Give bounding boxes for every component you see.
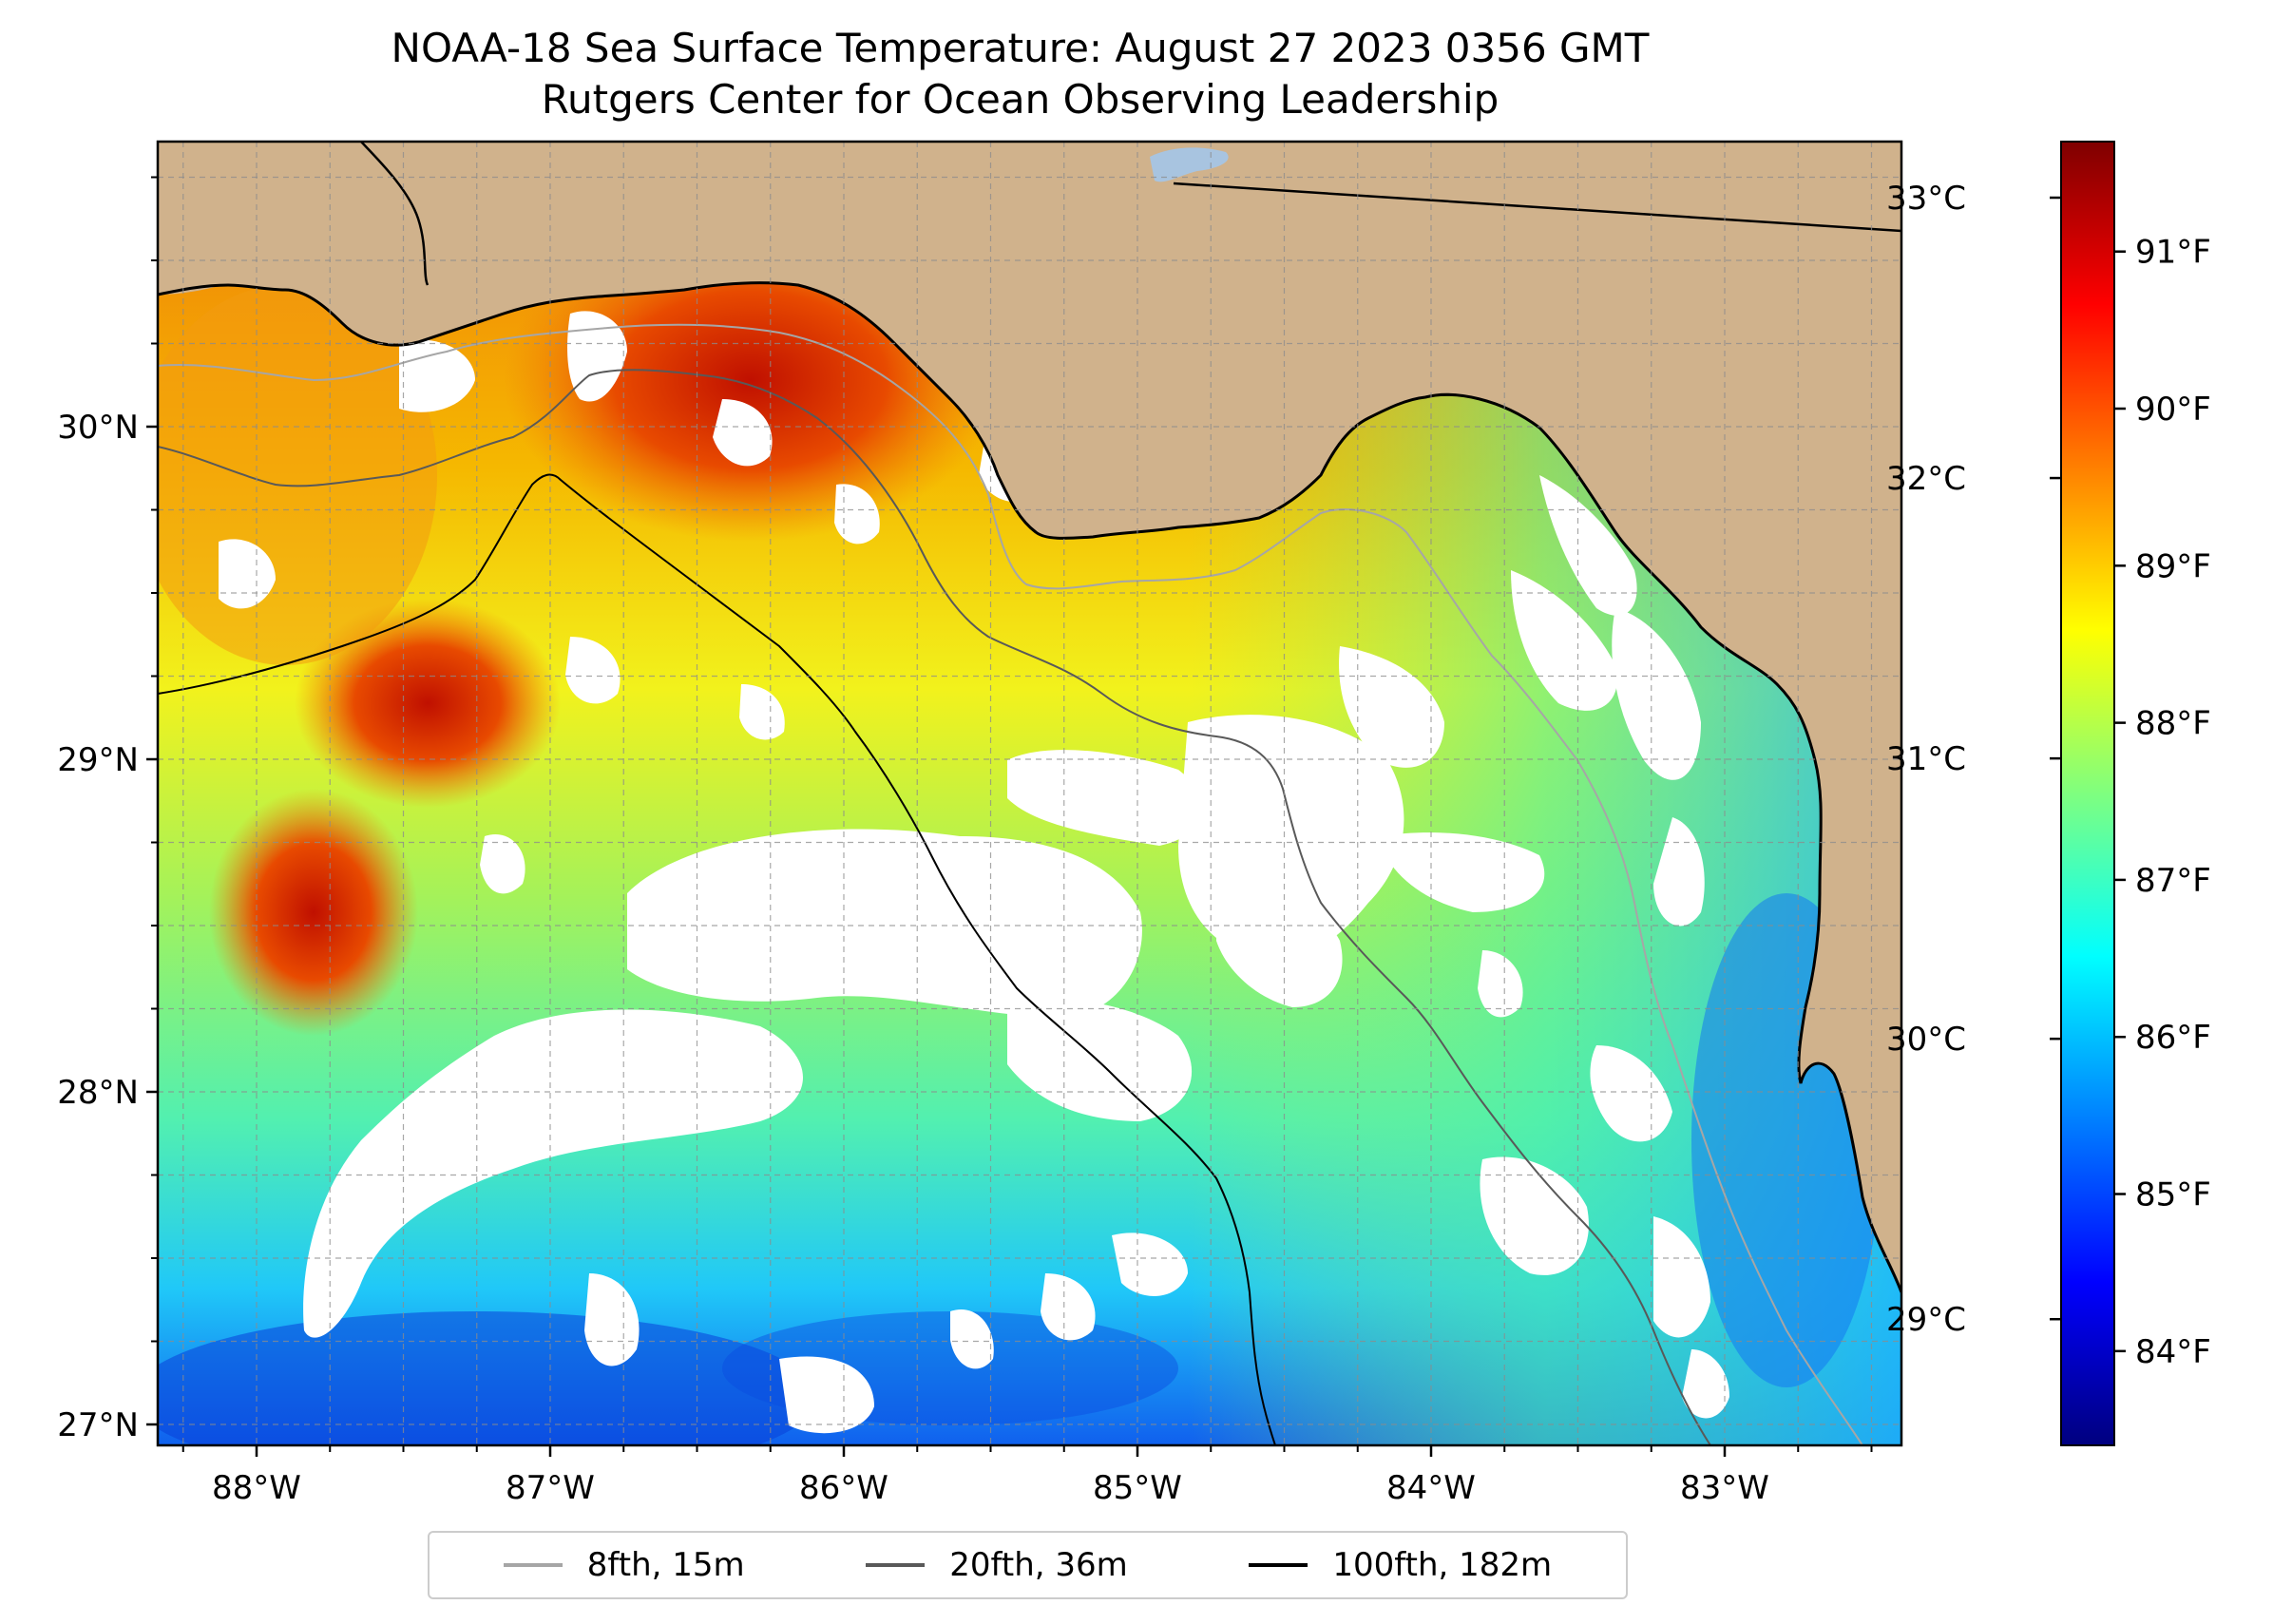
celsius-tick-label: 33°C bbox=[1886, 180, 1966, 218]
fahrenheit-tick-label: 88°F bbox=[2135, 705, 2211, 743]
celsius-tick-label: 32°C bbox=[1886, 460, 1966, 498]
fahrenheit-tick-label: 86°F bbox=[2135, 1019, 2211, 1057]
isobath-20fth bbox=[158, 369, 1711, 1445]
legend-swatch bbox=[1249, 1563, 1308, 1567]
chart-title: NOAA-18 Sea Surface Temperature: August … bbox=[143, 23, 1898, 125]
lat-tick-label: 29°N bbox=[57, 741, 139, 779]
isobath-legend: 8fth, 15m 20fth, 36m 100fth, 182m bbox=[428, 1531, 1628, 1599]
legend-item-8fth: 8fth, 15m bbox=[503, 1546, 745, 1584]
fahrenheit-tick-label: 89°F bbox=[2135, 547, 2211, 585]
map-gridlines bbox=[158, 142, 1901, 1445]
fahrenheit-tick-label: 84°F bbox=[2135, 1333, 2211, 1371]
legend-label: 100fth, 182m bbox=[1332, 1546, 1553, 1584]
legend-item-20fth: 20fth, 36m bbox=[866, 1546, 1128, 1584]
lon-tick-label: 88°W bbox=[212, 1469, 301, 1507]
lon-tick-label: 83°W bbox=[1680, 1469, 1769, 1507]
celsius-tick-label: 31°C bbox=[1886, 740, 1966, 778]
no-data-cloud-mask bbox=[219, 311, 1729, 1434]
map-axis-ticks: 88°W 87°W 86°W 85°W 84°W 83°W 27°N 28°N 29°N 30°N bbox=[57, 176, 1873, 1507]
lat-tick-label: 27°N bbox=[57, 1406, 139, 1444]
legend-item-100fth: 100fth, 182m bbox=[1249, 1546, 1552, 1584]
colorbar: 29°C 30°C 31°C 32°C 33°C 84°F 85°F 86°F 87°F 88°F… bbox=[1886, 141, 2211, 1446]
title-line-2: Rutgers Center for Ocean Observing Leade… bbox=[541, 76, 1499, 123]
legend-swatch bbox=[503, 1563, 563, 1567]
isobath-8fth bbox=[158, 323, 1863, 1445]
fahrenheit-tick-label: 87°F bbox=[2135, 862, 2211, 900]
lat-tick-label: 30°N bbox=[57, 409, 139, 447]
state-border bbox=[360, 142, 430, 286]
coastline bbox=[158, 281, 1901, 1293]
isobath-100fth bbox=[158, 473, 1276, 1445]
lat-tick-label: 28°N bbox=[57, 1074, 139, 1112]
fahrenheit-tick-label: 85°F bbox=[2135, 1176, 2211, 1214]
hot-water-patch bbox=[209, 789, 418, 1036]
state-border bbox=[1173, 182, 1901, 233]
legend-swatch bbox=[866, 1563, 926, 1567]
hot-water-patch bbox=[295, 599, 561, 808]
celsius-tick-label: 30°C bbox=[1886, 1021, 1966, 1059]
fahrenheit-tick-label: 91°F bbox=[2135, 234, 2211, 272]
lake bbox=[1150, 147, 1229, 182]
sst-map bbox=[158, 142, 1901, 1445]
map-frame bbox=[156, 140, 1903, 1447]
lon-tick-label: 86°W bbox=[799, 1469, 888, 1507]
lon-tick-label: 84°W bbox=[1386, 1469, 1476, 1507]
lon-tick-label: 87°W bbox=[506, 1469, 595, 1507]
colorbar-gradient bbox=[2060, 141, 2115, 1446]
title-line-1: NOAA-18 Sea Surface Temperature: August … bbox=[391, 25, 1650, 71]
legend-label: 20fth, 36m bbox=[949, 1546, 1128, 1584]
fahrenheit-tick-label: 90°F bbox=[2135, 391, 2211, 429]
cold-water-band bbox=[158, 1311, 817, 1445]
celsius-tick-label: 29°C bbox=[1886, 1301, 1966, 1339]
legend-label: 8fth, 15m bbox=[586, 1546, 745, 1584]
colorbar-ticks: 29°C 30°C 31°C 32°C 33°C 84°F 85°F 86°F 87°F 88°F… bbox=[1886, 180, 2211, 1371]
lon-tick-label: 85°W bbox=[1093, 1469, 1182, 1507]
